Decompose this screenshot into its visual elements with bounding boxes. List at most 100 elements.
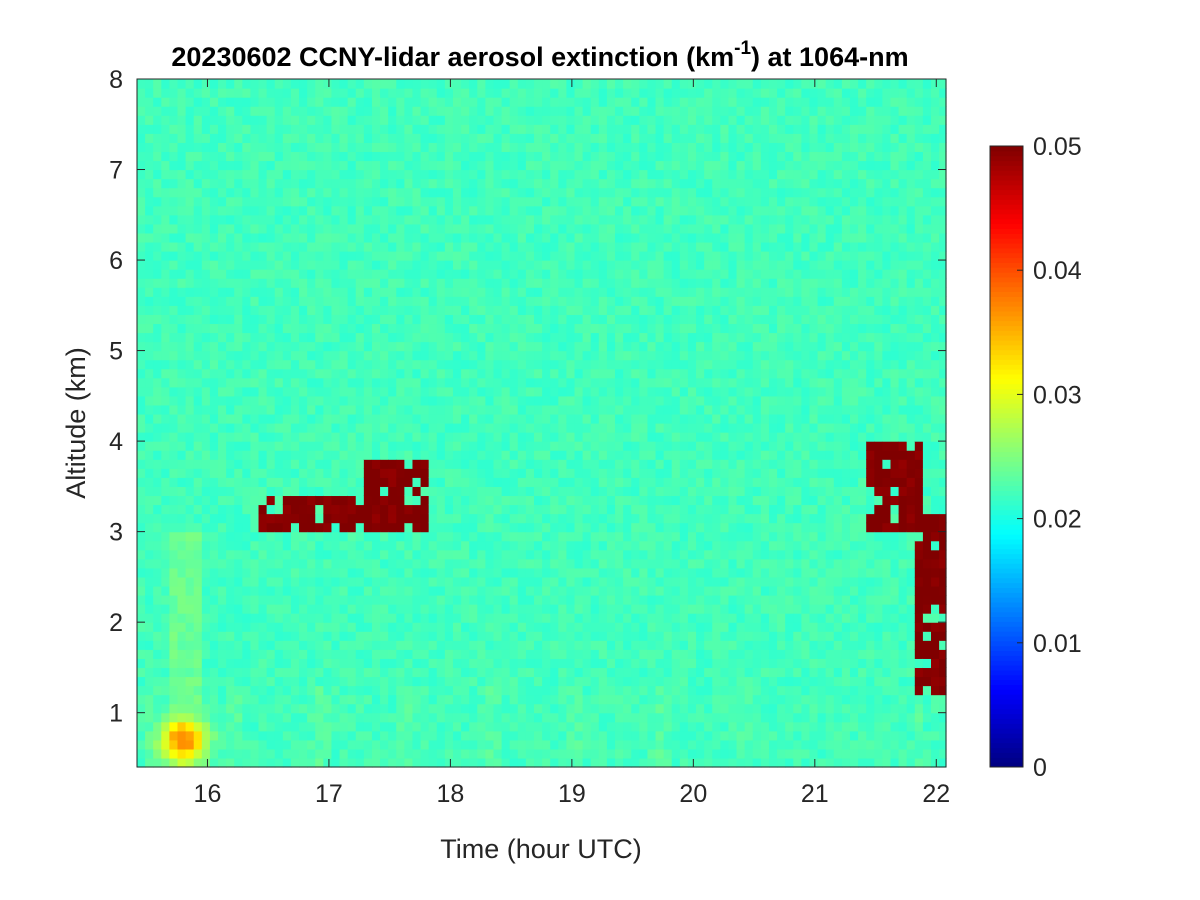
heatmap-cell xyxy=(258,748,268,759)
heatmap-cell xyxy=(396,341,405,352)
heatmap-cell xyxy=(655,585,665,596)
heatmap-cell xyxy=(663,567,673,578)
heatmap-cell xyxy=(250,386,260,397)
heatmap-cell xyxy=(299,694,308,705)
heatmap-cell xyxy=(307,115,316,125)
heatmap-cell xyxy=(169,269,179,279)
heatmap-cell xyxy=(153,567,162,578)
heatmap-cell xyxy=(185,694,195,705)
heatmap-cell xyxy=(412,341,422,352)
heatmap-cell xyxy=(582,97,592,107)
heatmap-cell xyxy=(647,531,657,542)
heatmap-cell xyxy=(266,79,276,89)
heatmap-cell xyxy=(534,332,543,343)
heatmap-cell xyxy=(566,151,576,162)
heatmap-cell xyxy=(218,332,227,343)
heatmap-cell xyxy=(542,703,551,714)
heatmap-cell xyxy=(469,649,478,659)
heatmap-cell xyxy=(299,269,308,279)
heatmap-cell xyxy=(250,730,260,741)
heatmap-cell xyxy=(655,685,665,696)
heatmap-cell xyxy=(347,404,357,415)
heatmap-cell xyxy=(550,441,559,451)
heatmap-cell xyxy=(615,739,624,750)
heatmap-cell xyxy=(509,748,519,759)
heatmap-cell xyxy=(169,223,179,234)
heatmap-cell xyxy=(647,622,657,632)
heatmap-cell xyxy=(501,658,511,669)
heatmap-cell xyxy=(452,450,462,460)
heatmap-cell xyxy=(266,205,276,216)
heatmap-cell xyxy=(509,251,519,261)
heatmap-cell xyxy=(404,685,414,696)
heatmap-cell xyxy=(452,169,462,180)
heatmap-cell xyxy=(631,395,640,406)
heatmap-cell xyxy=(347,613,357,623)
heatmap-cell xyxy=(388,187,397,198)
heatmap-cell xyxy=(388,278,397,288)
heatmap-cell xyxy=(137,196,146,207)
heatmap-cell xyxy=(590,450,600,460)
heatmap-cell xyxy=(137,757,146,768)
heatmap-cell xyxy=(137,305,146,315)
heatmap-cell xyxy=(161,450,171,460)
heatmap-cell xyxy=(218,404,227,415)
heatmap-cell xyxy=(307,386,316,397)
heatmap-cell xyxy=(501,404,511,415)
heatmap-cell xyxy=(485,685,495,696)
heatmap-cell xyxy=(452,404,462,415)
heatmap-cell xyxy=(226,359,235,370)
heatmap-cell xyxy=(509,79,519,89)
heatmap-cell xyxy=(574,377,584,388)
heatmap-cell xyxy=(412,223,422,234)
heatmap-cell xyxy=(493,477,503,487)
heatmap-cell xyxy=(428,223,438,234)
heatmap-cell xyxy=(153,423,162,433)
heatmap-cell xyxy=(631,142,640,153)
heatmap-cell xyxy=(193,595,203,605)
heatmap-cell xyxy=(566,441,576,451)
heatmap-cell xyxy=(566,395,576,406)
heatmap-cell xyxy=(420,468,430,478)
heatmap-cell xyxy=(542,205,551,216)
heatmap-cell xyxy=(282,432,292,442)
heatmap-cell xyxy=(428,757,438,768)
heatmap-cell xyxy=(542,386,551,397)
heatmap-cell xyxy=(615,305,624,315)
heatmap-cell xyxy=(550,531,559,542)
heatmap-cell xyxy=(525,395,535,406)
heatmap-cell xyxy=(525,88,535,98)
heatmap-cell xyxy=(598,223,608,234)
heatmap-cell xyxy=(469,432,478,442)
heatmap-cell xyxy=(371,368,381,379)
heatmap-cell xyxy=(509,169,519,180)
heatmap-cell xyxy=(590,296,600,306)
heatmap-cell xyxy=(218,241,227,252)
heatmap-cell xyxy=(185,205,195,216)
heatmap-cell xyxy=(274,531,284,542)
heatmap-cell xyxy=(226,441,235,451)
heatmap-cell xyxy=(331,676,341,687)
heatmap-cell xyxy=(339,350,349,361)
heatmap-cell xyxy=(380,142,389,153)
heatmap-cell xyxy=(639,585,649,596)
heatmap-cell xyxy=(250,595,260,605)
heatmap-cell xyxy=(371,459,381,469)
heatmap-cell xyxy=(469,522,478,533)
heatmap-cell xyxy=(623,631,632,641)
heatmap-cell xyxy=(347,214,357,225)
heatmap-cell xyxy=(412,133,422,143)
heatmap-cell xyxy=(299,486,308,497)
heatmap-cell xyxy=(590,531,600,542)
heatmap-cell xyxy=(412,187,422,198)
heatmap-cell xyxy=(647,269,657,279)
heatmap-cell xyxy=(315,395,324,406)
heatmap-cell xyxy=(534,667,543,678)
heatmap-cell xyxy=(347,504,357,515)
heatmap-cell xyxy=(550,97,559,107)
heatmap-cell xyxy=(639,269,649,279)
heatmap-cell xyxy=(363,395,373,406)
heatmap-cell xyxy=(177,622,187,632)
heatmap-cell xyxy=(201,685,211,696)
heatmap-cell xyxy=(452,350,462,361)
